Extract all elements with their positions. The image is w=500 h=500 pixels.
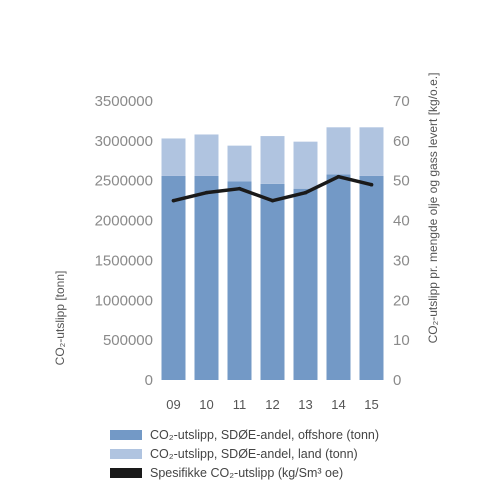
y-tick-label: 0 — [145, 372, 153, 389]
y2-tick-label: 30 — [393, 252, 410, 269]
y-axis-right-label: CO₂-utslipp pr. mengde olje og gass leve… — [426, 73, 440, 344]
legend-label-land: CO₂-utslipp, SDØE-andel, land (tonn) — [150, 447, 358, 461]
bar-offshore-12 — [260, 183, 285, 380]
legend-item-specific: Spesifikke CO₂-utslipp (kg/Sm³ oe) — [110, 464, 379, 482]
y2-tick-label: 40 — [393, 213, 410, 230]
y2-tick-label: 70 — [393, 93, 410, 110]
y-tick-label: 2000000 — [95, 213, 153, 230]
bar-land-10 — [194, 134, 219, 176]
legend-swatch-land — [110, 449, 142, 459]
y-tick-label: 2500000 — [95, 173, 153, 190]
line-point-09 — [171, 198, 176, 203]
line-point-12 — [270, 198, 275, 203]
legend-item-offshore: CO₂-utslipp, SDØE-andel, offshore (tonn) — [110, 426, 379, 444]
line-point-14 — [336, 174, 341, 179]
y-tick-label: 3000000 — [95, 133, 153, 150]
y-axis-right-ticks: 0 10 20 30 40 50 60 70 — [393, 93, 410, 389]
y-axis-left-label: CO₂-utslipp [tonn] — [53, 271, 67, 366]
bar-land-14 — [326, 127, 351, 175]
y2-tick-label: 60 — [393, 133, 410, 150]
x-tick-label: 09 — [166, 397, 180, 412]
bar-offshore-10 — [194, 175, 219, 380]
line-point-10 — [204, 190, 209, 195]
y2-tick-label: 0 — [393, 372, 401, 389]
legend-swatch-offshore — [110, 430, 142, 440]
x-tick-label: 12 — [265, 397, 279, 412]
x-tick-label: 13 — [298, 397, 312, 412]
y2-tick-label: 50 — [393, 173, 410, 190]
bar-land-12 — [260, 136, 285, 184]
bar-offshore-09 — [161, 175, 186, 380]
bars-layer — [161, 127, 384, 380]
line-point-11 — [237, 186, 242, 191]
bar-land-13 — [293, 141, 318, 189]
legend: CO₂-utslipp, SDØE-andel, offshore (tonn)… — [110, 426, 379, 483]
y-tick-label: 500000 — [103, 332, 153, 349]
legend-swatch-specific — [110, 468, 142, 478]
y2-tick-label: 20 — [393, 292, 410, 309]
legend-label-specific: Spesifikke CO₂-utslipp (kg/Sm³ oe) — [150, 466, 344, 480]
bar-offshore-11 — [227, 181, 252, 380]
x-tick-label: 15 — [364, 397, 378, 412]
y-tick-label: 3500000 — [95, 93, 153, 110]
legend-label-offshore: CO₂-utslipp, SDØE-andel, offshore (tonn) — [150, 428, 380, 442]
chart-svg: 0 500000 1000000 1500000 2000000 2500000 30000… — [53, 73, 440, 412]
bar-land-15 — [359, 127, 384, 176]
y2-tick-label: 10 — [393, 332, 410, 349]
y-axis-left-ticks: 0 500000 1000000 1500000 2000000 2500000 30000… — [95, 93, 153, 389]
bar-land-11 — [227, 145, 252, 182]
line-point-15 — [369, 182, 374, 187]
legend-item-land: CO₂-utslipp, SDØE-andel, land (tonn) — [110, 445, 379, 463]
x-axis-ticks: 09 10 11 12 13 14 15 — [166, 397, 378, 412]
y-tick-label: 1000000 — [95, 292, 153, 309]
y-tick-label: 1500000 — [95, 252, 153, 269]
line-layer — [171, 174, 374, 203]
bar-offshore-13 — [293, 188, 318, 380]
x-tick-label: 14 — [331, 397, 345, 412]
bar-offshore-15 — [359, 175, 384, 380]
line-point-13 — [303, 190, 308, 195]
x-tick-label: 11 — [233, 397, 247, 412]
x-tick-label: 10 — [199, 397, 213, 412]
bar-land-09 — [161, 138, 186, 176]
bar-offshore-14 — [326, 174, 351, 380]
